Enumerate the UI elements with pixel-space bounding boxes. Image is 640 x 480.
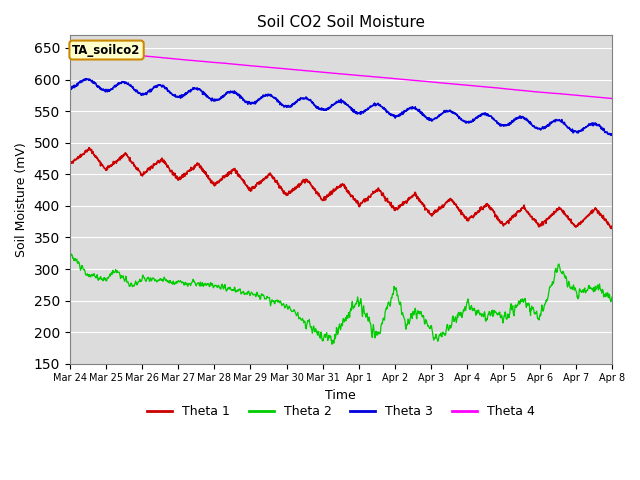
Theta 3 <box>544 122 552 128</box>
Line: Theta 1: Theta 1 <box>70 148 612 228</box>
Theta 1 <box>187 168 195 173</box>
Theta 3 <box>496 123 504 129</box>
Theta 4 <box>425 79 433 84</box>
Theta 3 <box>608 132 616 138</box>
Theta 1 <box>66 161 74 167</box>
Legend: Theta 1, Theta 2, Theta 3, Theta 4: Theta 1, Theta 2, Theta 3, Theta 4 <box>142 400 540 423</box>
Theta 2 <box>544 295 552 300</box>
Theta 1 <box>173 176 181 182</box>
Theta 4 <box>608 96 616 101</box>
Theta 3 <box>66 86 74 92</box>
Theta 2 <box>608 294 616 300</box>
Theta 4 <box>186 58 194 63</box>
Theta 2 <box>496 311 504 317</box>
X-axis label: Time: Time <box>325 389 356 402</box>
Theta 4 <box>543 90 551 96</box>
Theta 3 <box>608 131 616 137</box>
Theta 2 <box>66 248 74 253</box>
Theta 3 <box>187 87 195 93</box>
Theta 2 <box>186 281 194 287</box>
Theta 1 <box>608 225 616 230</box>
Theta 1 <box>248 187 255 193</box>
Theta 4 <box>173 56 181 62</box>
Y-axis label: Soil Moisture (mV): Soil Moisture (mV) <box>15 142 28 257</box>
Text: TA_soilco2: TA_soilco2 <box>72 44 141 57</box>
Theta 1 <box>85 145 93 151</box>
Theta 1 <box>426 209 433 215</box>
Theta 1 <box>496 219 504 225</box>
Theta 4 <box>66 47 74 52</box>
Theta 2 <box>426 324 433 330</box>
Line: Theta 4: Theta 4 <box>70 49 612 98</box>
Theta 2 <box>173 279 181 285</box>
Theta 3 <box>426 118 433 123</box>
Theta 3 <box>248 99 255 105</box>
Theta 2 <box>247 290 255 296</box>
Theta 3 <box>82 76 90 82</box>
Theta 4 <box>247 63 255 69</box>
Theta 1 <box>544 216 552 221</box>
Line: Theta 3: Theta 3 <box>70 79 612 135</box>
Theta 2 <box>328 341 336 347</box>
Theta 3 <box>173 94 181 99</box>
Theta 4 <box>496 85 504 91</box>
Line: Theta 2: Theta 2 <box>70 251 612 344</box>
Title: Soil CO2 Soil Moisture: Soil CO2 Soil Moisture <box>257 15 425 30</box>
Theta 1 <box>607 226 615 231</box>
